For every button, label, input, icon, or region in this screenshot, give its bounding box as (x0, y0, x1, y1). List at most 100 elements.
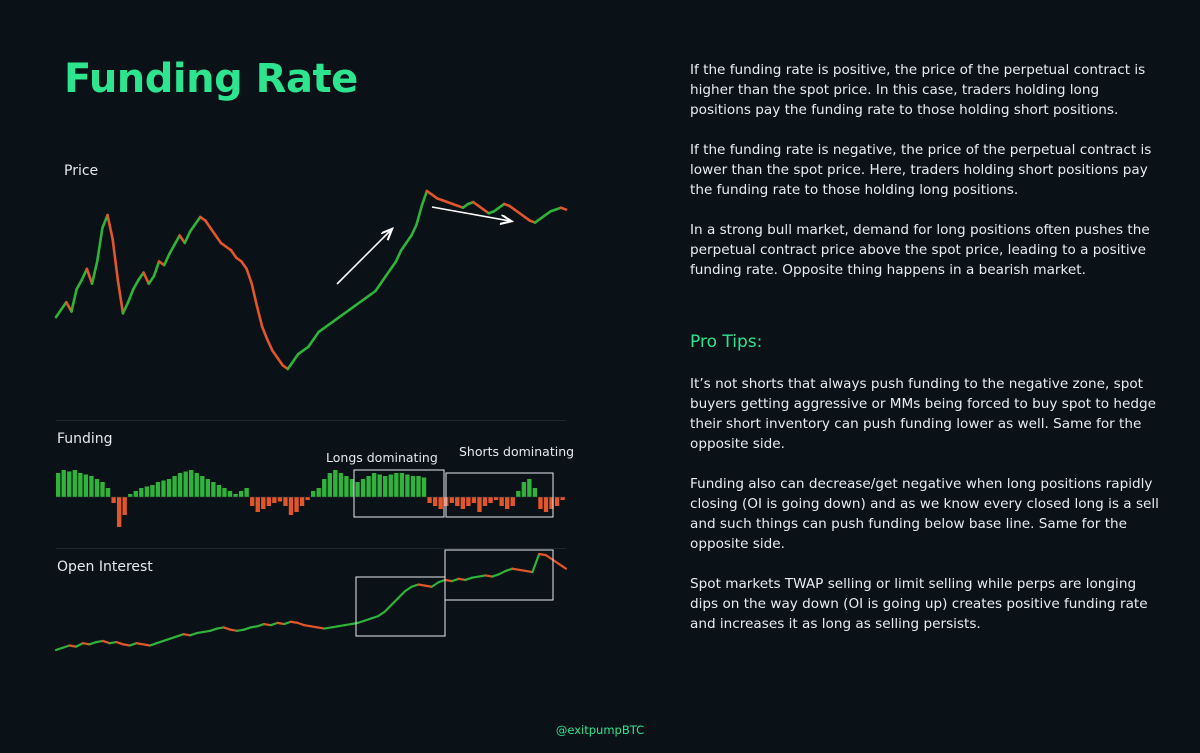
price-segment (183, 230, 192, 245)
oi-segment (249, 625, 259, 629)
funding-bar (272, 497, 277, 503)
funding-bar (100, 482, 105, 497)
oi-segment (108, 640, 118, 645)
funding-bar (205, 479, 211, 497)
funding-bar (67, 471, 72, 497)
oi-segment (202, 629, 212, 634)
funding-bar (455, 497, 460, 506)
funding-label: Funding (57, 431, 113, 447)
funding-bar (172, 476, 177, 497)
oi-segment (289, 620, 299, 624)
funding-bar (505, 497, 510, 509)
funding-bar (139, 488, 144, 497)
oi-segment (336, 624, 346, 628)
oi-segment (155, 639, 165, 645)
paragraph-3: In a strong bull market, demand for long… (690, 222, 1150, 278)
oi-segment (101, 639, 111, 645)
oi-segment (377, 610, 386, 618)
funding-bar (543, 497, 549, 512)
funding-bar (283, 497, 288, 506)
price-segment (111, 237, 120, 282)
price-segment (271, 349, 279, 360)
oi-segment (122, 643, 131, 647)
divider-2 (56, 548, 566, 549)
paragraph-2: If the funding rate is negative, the pri… (690, 142, 1152, 198)
funding-bar (83, 474, 89, 497)
oi-segment (222, 626, 232, 631)
funding-bar (394, 473, 399, 497)
funding-bar (216, 485, 222, 497)
price-segment (410, 223, 418, 237)
pro-tip-2: Funding also can decrease/get negative w… (690, 476, 1159, 552)
funding-bar (438, 497, 443, 509)
funding-bar (366, 476, 371, 497)
funding-bar (360, 479, 366, 497)
funding-bar (377, 474, 382, 497)
funding-bar (322, 479, 327, 497)
price-segment (255, 304, 264, 328)
funding-bar (56, 473, 61, 497)
oi-segment (95, 639, 105, 644)
explanation-text: If the funding rate is positive, the pri… (690, 60, 1160, 280)
price-segment (374, 282, 382, 293)
oi-segment (323, 626, 333, 630)
funding-bar (255, 497, 260, 512)
oi-segment (269, 621, 279, 627)
oi-segment (115, 640, 125, 646)
funding-bar (383, 476, 388, 497)
oi-segment (303, 624, 313, 628)
price-label: Price (64, 163, 99, 179)
price-segment (152, 260, 161, 278)
oi-segment (330, 625, 339, 629)
funding-bar (155, 482, 161, 497)
oi-segment (142, 643, 152, 647)
funding-bar (355, 482, 360, 497)
price-segment (209, 226, 217, 237)
price-segment (188, 223, 197, 234)
funding-bar (183, 471, 188, 497)
oi-segment (209, 627, 219, 632)
divider-1 (56, 420, 566, 421)
price-segment (291, 352, 300, 363)
funding-bar (72, 470, 77, 497)
funding-bar (305, 497, 310, 500)
price-segment (214, 234, 223, 245)
price-segment (286, 360, 295, 371)
funding-bar (482, 497, 488, 506)
price-segment (405, 234, 413, 245)
oi-segment (309, 625, 319, 629)
price-segment (80, 267, 89, 282)
funding-bar (144, 486, 150, 497)
funding-bar (493, 497, 499, 500)
funding-bar (560, 497, 565, 500)
funding-bar (89, 476, 94, 497)
funding-bar (410, 476, 416, 497)
open-interest-chart (54, 552, 568, 652)
price-segment (142, 271, 151, 286)
price-segment (265, 338, 274, 352)
oi-segment (75, 642, 84, 648)
funding-bar (116, 497, 122, 527)
funding-bar (189, 470, 194, 497)
price-segment (312, 330, 321, 341)
price-segment (229, 249, 238, 260)
footer-handle: @exitpumpBTC (555, 723, 645, 737)
funding-bar (471, 497, 477, 503)
oi-segment (229, 628, 239, 632)
oi-segment (182, 633, 192, 637)
funding-bar (227, 491, 233, 497)
price-segment (389, 260, 398, 271)
oi-segment (296, 621, 306, 627)
price-segment (307, 338, 315, 349)
price-segment (75, 278, 84, 291)
oi-segment (256, 622, 266, 628)
price-segment (420, 189, 429, 208)
funding-bar (432, 497, 438, 506)
funding-bar (499, 497, 504, 506)
price-segment (106, 213, 114, 241)
funding-bar (78, 473, 83, 497)
funding-bar (111, 497, 116, 503)
price-segment (204, 219, 212, 230)
oi-segment (403, 585, 413, 593)
funding-bar (266, 497, 271, 506)
